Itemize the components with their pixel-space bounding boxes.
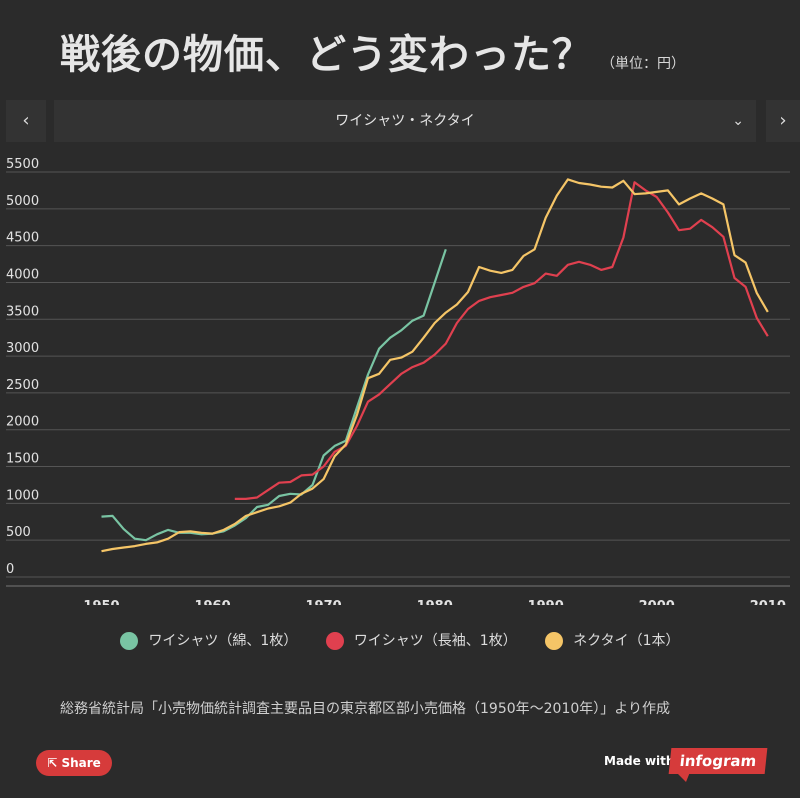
share-icon: ⇱ — [47, 756, 62, 770]
legend-dot-longsleeve-shirt — [325, 632, 344, 650]
source-note: 総務省統計局「小売物価統計調査主要品目の東京都区部小売価格（1950年〜2010… — [60, 701, 670, 717]
unit-label: （単位：円） — [601, 56, 685, 72]
legend-label-longsleeve-shirt: ワイシャツ（長袖、1枚） — [353, 633, 517, 649]
infogram-logo[interactable]: infogram — [668, 748, 768, 774]
dropdown-selected-value: ワイシャツ・ネクタイ — [335, 113, 475, 129]
y-tick-label-4500: 4500 — [6, 231, 39, 246]
series-line-1 — [234, 181, 769, 500]
x-tick-label-1980: 1980 — [417, 599, 453, 605]
y-tick-label-1500: 1500 — [6, 452, 39, 467]
made-with-label: Made with — [604, 754, 675, 768]
category-selector: ‹ ワイシャツ・ネクタイ ⌄ › — [0, 100, 800, 142]
y-tick-label-3500: 3500 — [6, 304, 39, 319]
prev-button[interactable]: ‹ — [6, 100, 46, 142]
page-title: 戦後の物価、どう変わった？ — [60, 32, 593, 78]
next-button[interactable]: › — [766, 100, 800, 142]
y-tick-label-0: 0 — [6, 562, 14, 577]
price-line-chart: 0 500 1000 1500 2000 2500 3000 3500 4000 4500 5000… — [6, 157, 790, 605]
y-tick-label-2500: 2500 — [6, 378, 39, 393]
category-dropdown[interactable]: ワイシャツ・ネクタイ ⌄ — [54, 100, 756, 142]
legend-item-cotton-shirt[interactable]: ワイシャツ（綿、1枚） — [120, 630, 297, 650]
y-tick-label-4000: 4000 — [6, 267, 39, 282]
title-area: 戦後の物価、どう変わった？ （単位：円） — [60, 22, 780, 82]
legend-dot-cotton-shirt — [120, 632, 139, 650]
x-tick-label-2000: 2000 — [639, 599, 675, 605]
x-tick-label-1970: 1970 — [306, 599, 342, 605]
x-tick-label-1990: 1990 — [528, 599, 564, 605]
x-tick-label-1950: 1950 — [83, 599, 119, 605]
series-line-0 — [101, 248, 447, 542]
chevron-down-icon: ⌄ — [732, 113, 744, 129]
legend-item-longsleeve-shirt[interactable]: ワイシャツ（長袖、1枚） — [325, 630, 517, 650]
chart-legend: ワイシャツ（綿、1枚） ワイシャツ（長袖、1枚） ネクタイ（1本） — [0, 630, 800, 650]
y-tick-label-5000: 5000 — [6, 194, 39, 209]
infogram-logo-tail — [676, 772, 690, 782]
y-tick-label-2000: 2000 — [6, 415, 39, 430]
share-label: Share — [61, 756, 101, 770]
legend-dot-necktie — [545, 632, 564, 650]
legend-item-necktie[interactable]: ネクタイ（1本） — [545, 630, 680, 650]
series-line-2 — [101, 178, 769, 553]
legend-label-cotton-shirt: ワイシャツ（綿、1枚） — [148, 633, 298, 649]
y-tick-label-3000: 3000 — [6, 341, 39, 356]
y-tick-label-1000: 1000 — [6, 488, 39, 503]
legend-label-necktie: ネクタイ（1本） — [573, 633, 680, 649]
y-tick-label-500: 500 — [6, 525, 31, 540]
x-tick-label-1960: 1960 — [194, 599, 230, 605]
y-tick-label-5500: 5500 — [6, 157, 39, 172]
share-button[interactable]: ⇱ Share — [36, 750, 112, 776]
x-tick-label-2010: 2010 — [750, 599, 786, 605]
